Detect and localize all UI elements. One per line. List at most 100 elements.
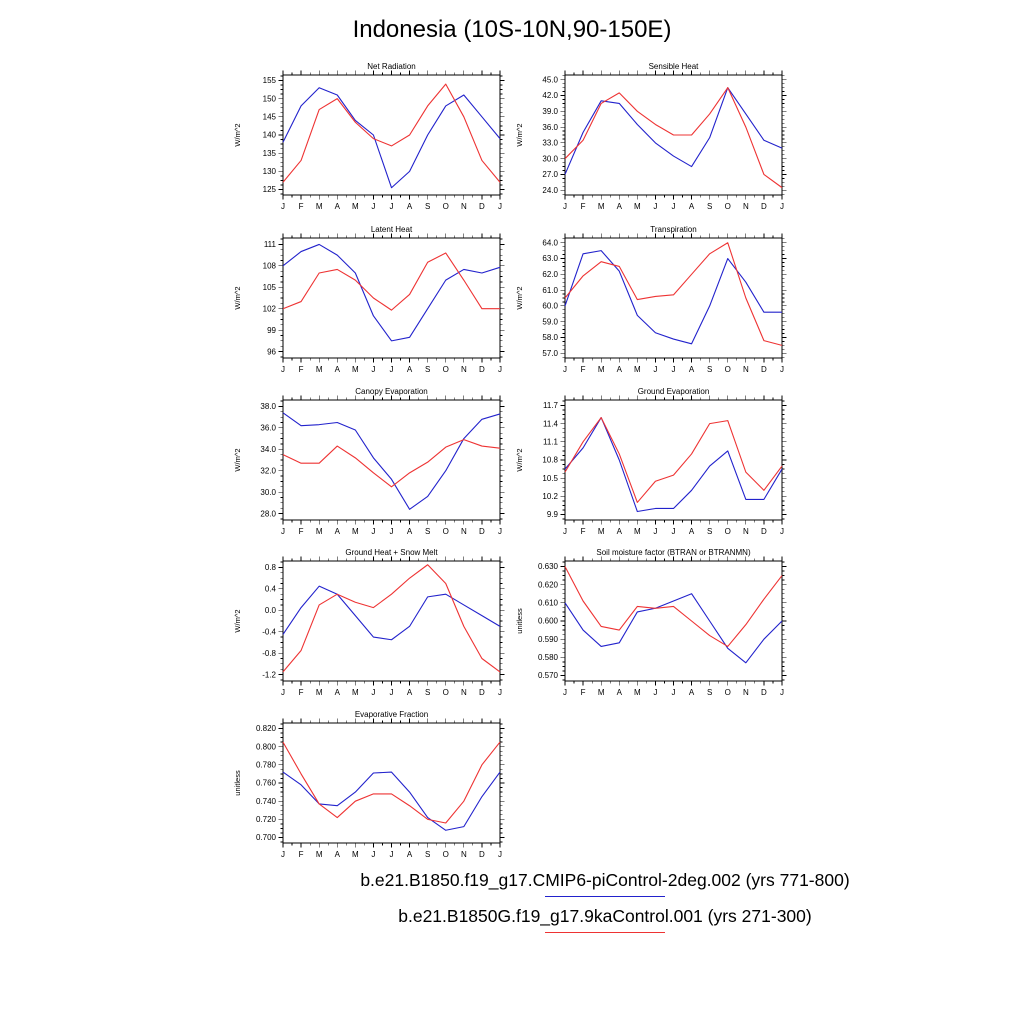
series-red-line bbox=[564, 87, 783, 189]
x-tick-label: J bbox=[498, 850, 502, 859]
y-tick-label: 62.0 bbox=[542, 270, 558, 279]
y-tick-label: 140 bbox=[263, 131, 277, 140]
x-tick-label: J bbox=[390, 527, 394, 536]
y-tick-label: 11.1 bbox=[543, 438, 559, 447]
x-tick-label: M bbox=[634, 527, 641, 536]
y-axis-label: W/m^2 bbox=[515, 286, 524, 309]
x-tick-label: M bbox=[316, 202, 323, 211]
chart-title: Evaporative Fraction bbox=[355, 710, 428, 719]
x-tick-label: S bbox=[425, 688, 430, 697]
x-tick-label: J bbox=[780, 365, 784, 374]
chart-svg: Sensible Heat W/m^2 24.0 27.0 30.0 33.0 36.0 39… bbox=[515, 62, 787, 211]
plot-frame bbox=[282, 560, 501, 682]
y-tick-label: 42.0 bbox=[542, 91, 558, 100]
y-axis-label: W/m^2 bbox=[233, 123, 242, 146]
x-tick-label: J bbox=[672, 527, 676, 536]
y-tick-label: 33.0 bbox=[542, 139, 558, 148]
x-tick-label: O bbox=[443, 365, 449, 374]
legend-label-9kacontrol: b.e21.B1850G.f19_g17.9kaControl.001 (yrs… bbox=[398, 906, 812, 926]
y-tick-label: 0.760 bbox=[256, 779, 277, 788]
x-tick-label: J bbox=[498, 527, 502, 536]
chart-title: Canopy Evaporation bbox=[355, 387, 428, 396]
x-tick-label: F bbox=[581, 527, 586, 536]
x-tick-label: D bbox=[761, 688, 767, 697]
chart-svg: Evaporative Fraction unitless 0.700 0.720 0.… bbox=[233, 710, 505, 859]
x-tick-label: J bbox=[780, 202, 784, 211]
x-tick-label: J bbox=[390, 850, 394, 859]
y-axis-label: unitless bbox=[515, 608, 524, 634]
x-tick-label: J bbox=[563, 202, 567, 211]
x-tick-label: J bbox=[390, 688, 394, 697]
y-tick-label: 0.740 bbox=[256, 797, 277, 806]
x-tick-label: D bbox=[479, 365, 485, 374]
x-tick-label: N bbox=[743, 202, 749, 211]
y-tick-label: 135 bbox=[263, 149, 277, 158]
x-tick-label: F bbox=[581, 688, 586, 697]
chart-svg: Transpiration W/m^2 57.0 58.0 59.0 60.0 61.0 62… bbox=[515, 225, 787, 374]
chart-panel-net-radiation: Net Radiation W/m^2 125 130 135 140 145 150 155 J… bbox=[228, 59, 512, 224]
x-tick-label: M bbox=[598, 202, 605, 211]
x-tick-label: F bbox=[581, 365, 586, 374]
y-tick-label: 39.0 bbox=[542, 107, 558, 116]
x-tick-label: O bbox=[725, 202, 731, 211]
x-tick-label: J bbox=[653, 688, 657, 697]
x-tick-label: J bbox=[390, 365, 394, 374]
legend-label-picontrol: b.e21.B1850.f19_g17.CMIP6-piControl-2deg… bbox=[360, 870, 850, 890]
x-tick-label: M bbox=[634, 365, 641, 374]
plot-frame bbox=[282, 74, 501, 196]
x-tick-label: M bbox=[598, 365, 605, 374]
plot-frame bbox=[282, 722, 501, 844]
x-tick-label: A bbox=[335, 688, 341, 697]
y-axis-label: W/m^2 bbox=[233, 286, 242, 309]
y-tick-label: 61.0 bbox=[542, 286, 558, 295]
x-tick-label: S bbox=[707, 202, 712, 211]
y-tick-label: 24.0 bbox=[542, 186, 558, 195]
x-tick-label: D bbox=[761, 527, 767, 536]
x-tick-label: N bbox=[743, 688, 749, 697]
x-tick-label: O bbox=[443, 527, 449, 536]
x-tick-label: M bbox=[352, 365, 359, 374]
y-tick-label: 0.700 bbox=[256, 833, 277, 842]
chart-svg: Canopy Evaporation W/m^2 28.0 30.0 32.0 34.0 3… bbox=[233, 387, 505, 536]
y-tick-label: 99 bbox=[267, 326, 276, 335]
y-tick-label: 60.0 bbox=[542, 302, 558, 311]
chart-panel-evaporative-fraction: Evaporative Fraction unitless 0.700 0.720 0.… bbox=[228, 707, 512, 872]
y-tick-label: 11.4 bbox=[543, 419, 559, 428]
x-tick-label: O bbox=[725, 365, 731, 374]
x-tick-label: A bbox=[689, 688, 695, 697]
x-tick-label: M bbox=[316, 527, 323, 536]
y-tick-label: 108 bbox=[263, 262, 277, 271]
series-red-line bbox=[564, 417, 783, 503]
chart-title: Sensible Heat bbox=[649, 62, 700, 71]
x-tick-label: N bbox=[461, 527, 467, 536]
x-tick-label: J bbox=[563, 365, 567, 374]
page-title: Indonesia (10S-10N,90-150E) bbox=[352, 16, 672, 43]
y-tick-label: 30.0 bbox=[542, 154, 558, 163]
y-tick-label: 0.630 bbox=[538, 562, 559, 571]
y-tick-label: 32.0 bbox=[260, 466, 276, 475]
x-tick-label: J bbox=[653, 202, 657, 211]
y-tick-label: 10.5 bbox=[542, 474, 558, 483]
x-tick-label: M bbox=[634, 202, 641, 211]
y-tick-label: 59.0 bbox=[542, 317, 558, 326]
x-tick-label: J bbox=[371, 688, 375, 697]
x-tick-label: F bbox=[299, 688, 304, 697]
x-tick-label: M bbox=[316, 365, 323, 374]
x-tick-label: A bbox=[617, 365, 623, 374]
y-tick-label: 10.2 bbox=[542, 492, 558, 501]
series-blue-line bbox=[282, 771, 501, 831]
series-red-line bbox=[564, 566, 783, 647]
plot-frame bbox=[282, 399, 501, 521]
y-tick-label: 58.0 bbox=[542, 333, 558, 342]
x-tick-label: J bbox=[498, 202, 502, 211]
series-red-line bbox=[282, 83, 501, 183]
x-tick-label: O bbox=[443, 688, 449, 697]
y-tick-label: 0.780 bbox=[256, 761, 277, 770]
x-tick-label: A bbox=[407, 202, 413, 211]
series-blue-line bbox=[564, 250, 782, 345]
x-tick-label: S bbox=[707, 688, 712, 697]
series-red-line bbox=[282, 741, 501, 824]
y-tick-label: 0.610 bbox=[538, 599, 559, 608]
y-tick-label: 10.8 bbox=[542, 456, 558, 465]
x-tick-label: J bbox=[653, 527, 657, 536]
